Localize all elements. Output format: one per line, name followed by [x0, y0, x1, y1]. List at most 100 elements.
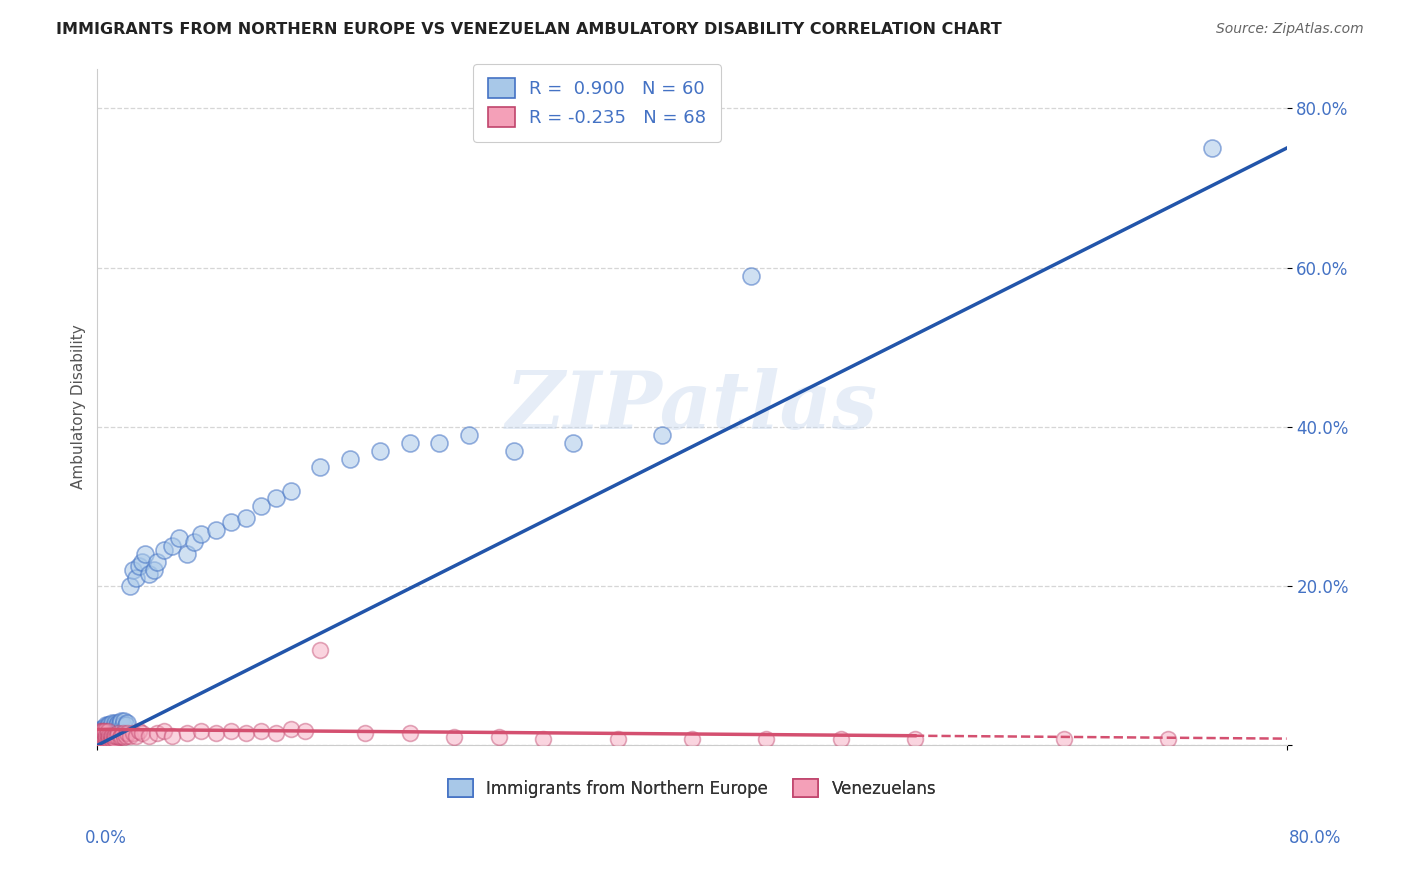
Point: [100, 721, 122, 735]
Point: [96, 723, 118, 737]
Point: [94, 731, 117, 746]
Point: [89, 726, 111, 740]
Point: [96, 731, 118, 746]
Point: [90, 731, 112, 746]
Point: [101, 729, 124, 743]
Point: [89, 731, 111, 746]
Point: [101, 718, 124, 732]
Point: [651, 427, 673, 442]
Point: [96, 718, 118, 732]
Point: [1201, 141, 1223, 155]
Point: [250, 723, 273, 738]
Point: [280, 483, 302, 498]
Point: [280, 723, 302, 737]
Point: [90, 723, 112, 738]
Point: [108, 718, 131, 732]
Point: [91, 731, 114, 746]
Point: [103, 731, 125, 746]
Point: [176, 547, 198, 561]
Point: [205, 726, 228, 740]
Point: [94, 723, 117, 738]
Point: [96, 729, 118, 743]
Point: [97, 718, 120, 732]
Point: [368, 443, 391, 458]
Point: [1052, 731, 1074, 746]
Point: [91, 721, 114, 735]
Point: [153, 723, 176, 738]
Point: [87, 726, 110, 740]
Point: [97, 729, 120, 743]
Point: [443, 731, 465, 745]
Point: [755, 731, 778, 746]
Point: [101, 716, 124, 731]
Point: [131, 555, 153, 569]
Point: [681, 731, 703, 746]
Point: [97, 723, 120, 738]
Point: [94, 723, 117, 738]
Point: [98, 723, 121, 737]
Point: [309, 459, 332, 474]
Point: [112, 731, 135, 745]
Point: [125, 729, 148, 743]
Point: [94, 721, 117, 735]
Point: [115, 716, 138, 731]
Point: [160, 729, 183, 743]
Point: [562, 435, 585, 450]
Point: [354, 726, 377, 740]
Point: [105, 718, 128, 732]
Point: [128, 723, 150, 738]
Point: [108, 731, 131, 745]
Point: [740, 268, 762, 283]
Text: 80.0%: 80.0%: [1288, 829, 1341, 847]
Point: [104, 716, 127, 731]
Y-axis label: Ambulatory Disability: Ambulatory Disability: [72, 325, 86, 490]
Point: [830, 731, 852, 746]
Point: [114, 729, 136, 743]
Point: [146, 555, 169, 569]
Point: [94, 729, 117, 743]
Point: [89, 729, 111, 743]
Text: ZIPatlas: ZIPatlas: [506, 368, 877, 446]
Point: [531, 731, 554, 746]
Point: [120, 579, 142, 593]
Point: [104, 729, 127, 743]
Point: [104, 731, 127, 746]
Point: [176, 726, 198, 740]
Point: [122, 563, 145, 577]
Point: [205, 524, 228, 538]
Point: [138, 567, 160, 582]
Point: [131, 726, 153, 740]
Point: [219, 516, 242, 530]
Point: [427, 435, 450, 450]
Point: [606, 731, 628, 746]
Point: [91, 723, 114, 737]
Text: IMMIGRANTS FROM NORTHERN EUROPE VS VENEZUELAN AMBULATORY DISABILITY CORRELATION : IMMIGRANTS FROM NORTHERN EUROPE VS VENEZ…: [56, 22, 1002, 37]
Point: [398, 435, 420, 450]
Point: [100, 729, 122, 743]
Point: [458, 427, 481, 442]
Point: [167, 531, 190, 545]
Point: [98, 731, 121, 746]
Point: [190, 723, 212, 738]
Point: [91, 723, 114, 738]
Point: [309, 642, 332, 657]
Point: [97, 731, 120, 746]
Point: [235, 726, 257, 740]
Point: [107, 716, 129, 731]
Point: [111, 718, 134, 732]
Point: [138, 729, 160, 743]
Point: [97, 721, 120, 735]
Point: [1156, 731, 1178, 746]
Point: [219, 723, 242, 738]
Legend: Immigrants from Northern Europe, Venezuelans: Immigrants from Northern Europe, Venezue…: [441, 772, 943, 805]
Point: [103, 729, 125, 743]
Point: [190, 527, 212, 541]
Point: [120, 729, 142, 743]
Point: [134, 547, 156, 561]
Text: 0.0%: 0.0%: [84, 829, 127, 847]
Point: [398, 726, 420, 740]
Point: [153, 543, 176, 558]
Point: [115, 726, 138, 740]
Point: [90, 729, 112, 743]
Point: [89, 723, 111, 738]
